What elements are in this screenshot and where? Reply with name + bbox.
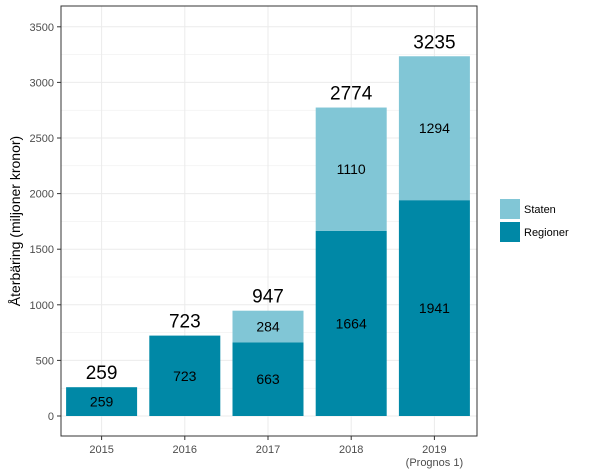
legend-label-staten: Staten xyxy=(524,204,556,216)
y-axis-ticks: 0 500 1000 1500 2000 2500 3000 3500 xyxy=(30,22,61,423)
bar-regioner-2015 xyxy=(66,387,138,416)
bar-value-label: 1294 xyxy=(419,120,450,136)
x-axis-ticks: 2015 2016 2017 2018 2019(Prognos 1) xyxy=(89,436,463,469)
y-tick-label: 2000 xyxy=(30,189,54,201)
y-tick-label: 2500 xyxy=(30,133,54,145)
y-tick-label: 0 xyxy=(48,411,54,423)
bar-total-label: 259 xyxy=(86,363,118,384)
bar-total-label: 947 xyxy=(252,287,284,308)
x-tick-sublabel: (Prognos 1) xyxy=(406,457,463,469)
bar-regioner-2016 xyxy=(149,335,221,416)
x-tick-label: 2018 xyxy=(339,444,363,456)
bar-regioner-2019 xyxy=(398,200,470,416)
bars: 259 259 723 723 663 284 947 1664 1110 2774 1941 129… xyxy=(66,32,470,416)
bar-staten-2019 xyxy=(398,56,470,201)
bar-value-label: 1664 xyxy=(336,315,367,331)
bar-total-label: 2774 xyxy=(330,84,373,105)
x-tick-label: 2017 xyxy=(256,444,280,456)
bar-staten-2017 xyxy=(232,310,304,343)
plot-panel-border xyxy=(60,5,478,437)
bar-value-label: 663 xyxy=(256,371,280,387)
bar-total-label: 723 xyxy=(169,312,201,333)
bar-regioner-2017 xyxy=(232,342,304,416)
y-tick-label: 3000 xyxy=(30,77,54,89)
legend: Staten Regioner xyxy=(500,199,569,242)
legend-label-regioner: Regioner xyxy=(524,227,569,239)
bar-staten-2018 xyxy=(315,107,387,231)
y-tick-label: 1000 xyxy=(30,300,54,312)
bar-total-label: 3235 xyxy=(413,32,455,53)
y-tick-label: 3500 xyxy=(30,22,54,34)
y-tick-label: 500 xyxy=(36,355,54,367)
x-tick-label: 2016 xyxy=(173,444,197,456)
bar-value-label: 1941 xyxy=(419,300,450,316)
y-tick-label: 1500 xyxy=(30,244,54,256)
bar-value-label: 723 xyxy=(173,368,197,384)
bar-value-label: 284 xyxy=(256,318,280,334)
legend-key-staten xyxy=(500,199,520,219)
bar-regioner-2018 xyxy=(315,230,387,416)
bar-value-label: 1110 xyxy=(337,161,366,177)
legend-key-regioner xyxy=(500,222,520,242)
x-tick-label: 2019 xyxy=(422,444,446,456)
bar-value-label: 259 xyxy=(90,394,114,410)
x-tick-label: 2015 xyxy=(89,444,113,456)
y-axis-label: Återbäring (miljoner kronor) xyxy=(7,136,23,306)
